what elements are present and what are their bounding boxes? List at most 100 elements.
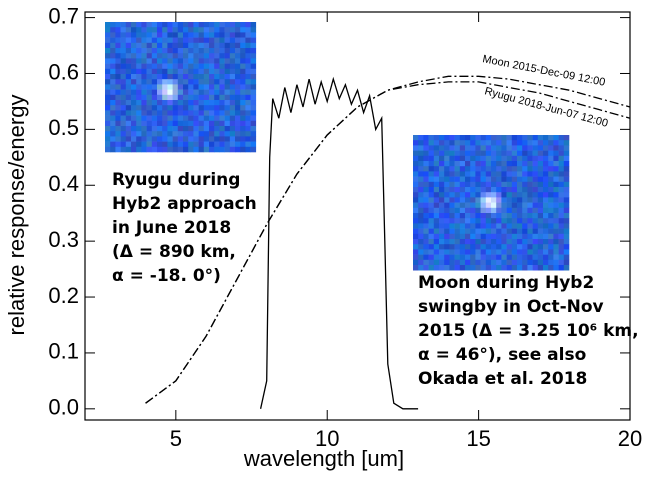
inset-pixel <box>522 202 528 209</box>
inset-pixel <box>454 192 461 198</box>
inset-pixel <box>558 155 565 162</box>
inset-pixel <box>543 228 549 235</box>
inset-pixel <box>553 254 559 261</box>
inset-pixel <box>157 32 163 38</box>
inset-pixel <box>240 32 246 38</box>
inset-pixel <box>491 233 497 240</box>
inset-pixel <box>553 218 559 224</box>
inset-pixel <box>532 166 539 172</box>
inset-pixel <box>548 259 554 266</box>
inset-pixel <box>496 140 502 146</box>
inset-pixel <box>413 192 419 198</box>
inset-pixel <box>162 37 168 44</box>
inset-pixel <box>465 249 471 255</box>
inset-pixel <box>131 53 137 59</box>
inset-pixel <box>209 126 215 132</box>
y-tick-label: 0.4 <box>48 171 79 196</box>
inset-pixel <box>439 145 445 151</box>
inset-pixel <box>151 74 158 80</box>
inset-pixel <box>235 105 241 111</box>
inset-pixel <box>522 187 528 193</box>
inset-pixel <box>136 74 142 80</box>
inset-pixel <box>449 265 455 271</box>
inset-pixel <box>480 259 487 266</box>
inset-pixel <box>501 176 507 183</box>
inset-pixel <box>454 249 461 255</box>
inset-pixel <box>131 74 137 80</box>
inset-pixel <box>105 74 111 80</box>
inset-pixel <box>209 110 215 116</box>
inset-pixel <box>219 63 225 70</box>
inset-pixel <box>449 135 455 141</box>
inset-pixel <box>522 161 528 167</box>
inset-pixel <box>459 181 466 188</box>
inset-pixel <box>527 181 533 188</box>
inset-pixel <box>240 94 246 101</box>
inset-pixel <box>537 150 544 157</box>
inset-pixel <box>245 131 251 137</box>
inset-pixel <box>465 244 471 250</box>
inset-pixel <box>527 187 533 193</box>
inset-pixel <box>563 259 570 266</box>
inset-pixel <box>480 265 487 271</box>
inset-pixel <box>439 161 445 167</box>
inset-pixel <box>115 37 121 44</box>
inset-pixel <box>245 48 251 54</box>
inset-pixel <box>465 228 471 235</box>
inset-pixel <box>183 53 189 59</box>
inset-pixel <box>413 207 419 214</box>
inset-pixel <box>125 110 132 116</box>
inset-pixel <box>433 265 440 271</box>
inset-pixel <box>151 89 158 96</box>
inset-pixel <box>522 249 528 255</box>
inset-pixel <box>198 120 205 127</box>
inset-pixel <box>188 37 194 44</box>
inset-pixel <box>459 265 466 271</box>
inset-pixel <box>214 105 220 111</box>
inset-pixel <box>491 239 497 245</box>
inset-pixel <box>527 140 533 146</box>
inset-pixel <box>459 202 466 209</box>
inset-pixel <box>172 27 179 33</box>
inset-pixel <box>224 32 231 38</box>
inset-pixel <box>496 239 502 245</box>
inset-pixel <box>209 115 215 122</box>
inset-pixel <box>413 254 419 261</box>
inset-pixel <box>131 126 137 132</box>
inset-pixel <box>485 176 492 183</box>
inset-pixel <box>496 197 502 203</box>
inset-pixel <box>485 218 492 224</box>
inset-pixel <box>444 218 450 224</box>
inset-pixel <box>157 136 163 142</box>
inset-pixel <box>193 68 199 75</box>
inset-pixel <box>537 197 544 203</box>
inset-pixel <box>105 84 111 90</box>
inset-pixel <box>527 254 533 261</box>
inset-pixel <box>537 140 544 146</box>
inset-pixel <box>527 145 533 151</box>
inset-pixel <box>418 265 424 271</box>
inset-pixel <box>131 58 137 64</box>
inset-pixel <box>428 145 435 151</box>
inset-pixel <box>470 244 476 250</box>
inset-pixel <box>413 135 419 141</box>
inset-pixel <box>465 155 471 162</box>
inset-pixel <box>162 131 168 137</box>
inset-pixel <box>501 239 507 245</box>
inset-pixel <box>491 223 497 229</box>
inset-pixel <box>115 120 121 127</box>
inset-pixel <box>203 120 210 127</box>
inset-pixel <box>522 192 528 198</box>
inset-pixel <box>543 161 549 167</box>
inset-pixel <box>235 115 241 122</box>
inset-pixel <box>229 115 236 122</box>
inset-pixel <box>120 63 127 70</box>
inset-pixel <box>491 202 497 209</box>
inset-pixel <box>454 171 461 177</box>
inset-pixel <box>506 244 513 250</box>
inset-pixel <box>198 32 205 38</box>
inset-pixel <box>131 63 137 70</box>
inset-pixel <box>517 171 523 177</box>
inset-pixel <box>183 126 189 132</box>
inset-pixel <box>527 223 533 229</box>
